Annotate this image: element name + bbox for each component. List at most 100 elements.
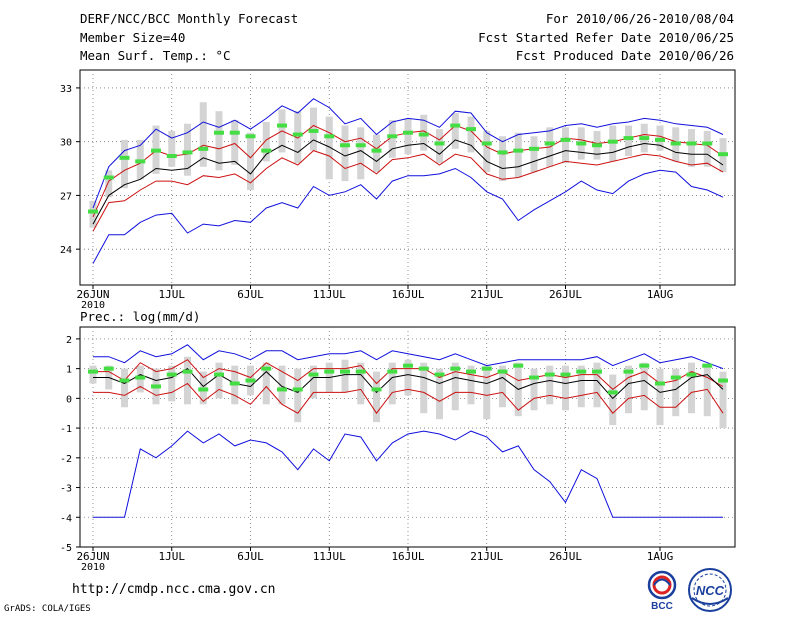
ensemble-box	[436, 129, 443, 164]
refer-date: Fcst Started Refer Date 2010/06/25	[478, 30, 734, 45]
y-tick-label: 0	[66, 394, 72, 405]
ensemble-box	[625, 125, 632, 156]
ensemble-box	[105, 170, 113, 198]
median-marker	[655, 381, 665, 386]
median-marker	[308, 372, 319, 377]
ensemble-box	[467, 365, 475, 405]
median-marker	[261, 148, 272, 153]
ensemble-box	[184, 123, 191, 176]
y-tick-label: 24	[60, 245, 72, 256]
series-line-top-max	[92, 98, 724, 209]
ensemble-box	[168, 130, 176, 167]
median-marker	[418, 366, 429, 371]
ensemble-box	[451, 113, 459, 149]
produced-date: Fcst Produced Date 2010/06/26	[515, 48, 734, 63]
series-line-mean	[92, 139, 724, 225]
median-marker	[166, 372, 177, 377]
median-marker	[103, 175, 114, 180]
median-marker	[119, 378, 130, 383]
y-tick-label: 27	[60, 191, 72, 202]
x-tick-label: 1AUG	[647, 550, 674, 563]
x-tick-label: 11JUL	[313, 288, 346, 301]
ensemble-box	[121, 368, 128, 408]
median-marker	[403, 130, 413, 135]
median-marker	[182, 150, 193, 155]
median-marker	[466, 369, 476, 374]
y-tick-label: -3	[60, 484, 72, 495]
median-marker	[340, 143, 350, 148]
median-marker	[450, 366, 461, 371]
y-tick-label: -4	[60, 513, 72, 524]
source-url[interactable]: http://cmdp.ncc.cma.gov.cn	[72, 582, 276, 597]
median-marker	[229, 381, 240, 386]
series-line-mean	[93, 367, 724, 400]
y-tick-label: 2	[66, 335, 72, 346]
ensemble-box	[483, 130, 491, 173]
ensemble-box	[404, 118, 412, 155]
median-marker	[324, 134, 335, 139]
bcc-logo: BCC	[640, 568, 684, 612]
ensemble-box	[436, 368, 443, 420]
median-marker	[166, 154, 177, 158]
median-marker	[434, 372, 445, 377]
median-marker	[623, 369, 634, 374]
chart-title: DERF/NCC/BCC Monthly Forecast	[80, 11, 299, 26]
x-tick-label: 11JUL	[313, 550, 346, 563]
ensemble-box	[262, 121, 270, 162]
median-marker	[151, 148, 161, 153]
median-marker	[103, 366, 114, 371]
ensemble-box	[688, 362, 695, 414]
ensemble-box	[404, 359, 412, 396]
median-marker	[576, 141, 587, 146]
ensemble-box	[294, 111, 302, 164]
ensemble-box	[672, 368, 680, 417]
ensemble-box	[483, 365, 491, 420]
median-marker	[686, 372, 697, 377]
ensemble-box	[703, 130, 711, 167]
median-marker	[718, 378, 728, 383]
median-marker	[560, 137, 571, 142]
ensemble-box	[530, 136, 538, 173]
ensemble-box	[184, 356, 191, 405]
median-marker	[355, 143, 366, 148]
chart-panel-2: 26JUN 1JUL 6JUL 11JUL 16JUL 21JUL 26JUL 1AUG201…	[60, 326, 736, 573]
median-marker	[214, 130, 224, 135]
x-tick-label: 26JUN	[76, 288, 109, 301]
median-marker	[324, 369, 335, 374]
median-marker	[481, 366, 492, 371]
ensemble-box	[514, 132, 522, 178]
median-marker	[529, 146, 539, 151]
median-marker	[576, 369, 587, 374]
x-tick-label: 1AUG	[647, 288, 674, 301]
ensemble-box	[168, 365, 176, 402]
median-marker	[135, 375, 146, 380]
x-tick-label: 6JUL	[237, 550, 264, 563]
median-marker	[466, 127, 476, 132]
median-marker	[544, 141, 555, 146]
median-marker	[292, 132, 303, 137]
median-marker	[529, 375, 539, 380]
median-marker	[229, 130, 240, 135]
ensemble-box	[688, 129, 695, 167]
ensemble-box	[703, 365, 711, 417]
median-marker	[639, 136, 650, 141]
grads-credit: GrADS: COLA/IGES	[4, 604, 91, 614]
ensemble-box	[199, 102, 207, 167]
ensemble-box	[609, 374, 617, 426]
median-marker	[434, 141, 445, 146]
ensemble-box	[247, 132, 254, 191]
precip-title: Prec.: log(mm/d)	[80, 309, 201, 324]
median-marker	[371, 148, 382, 153]
ensemble-box	[388, 362, 396, 405]
series-line-min	[93, 430, 723, 518]
median-marker	[513, 363, 524, 368]
y-tick-label: 33	[60, 84, 72, 95]
median-marker	[670, 375, 681, 380]
median-marker	[639, 363, 650, 368]
median-marker	[670, 141, 681, 146]
median-marker	[308, 128, 319, 133]
median-marker	[387, 369, 398, 374]
median-marker	[607, 390, 618, 395]
median-marker	[198, 146, 209, 151]
series-line-lower	[92, 150, 724, 232]
